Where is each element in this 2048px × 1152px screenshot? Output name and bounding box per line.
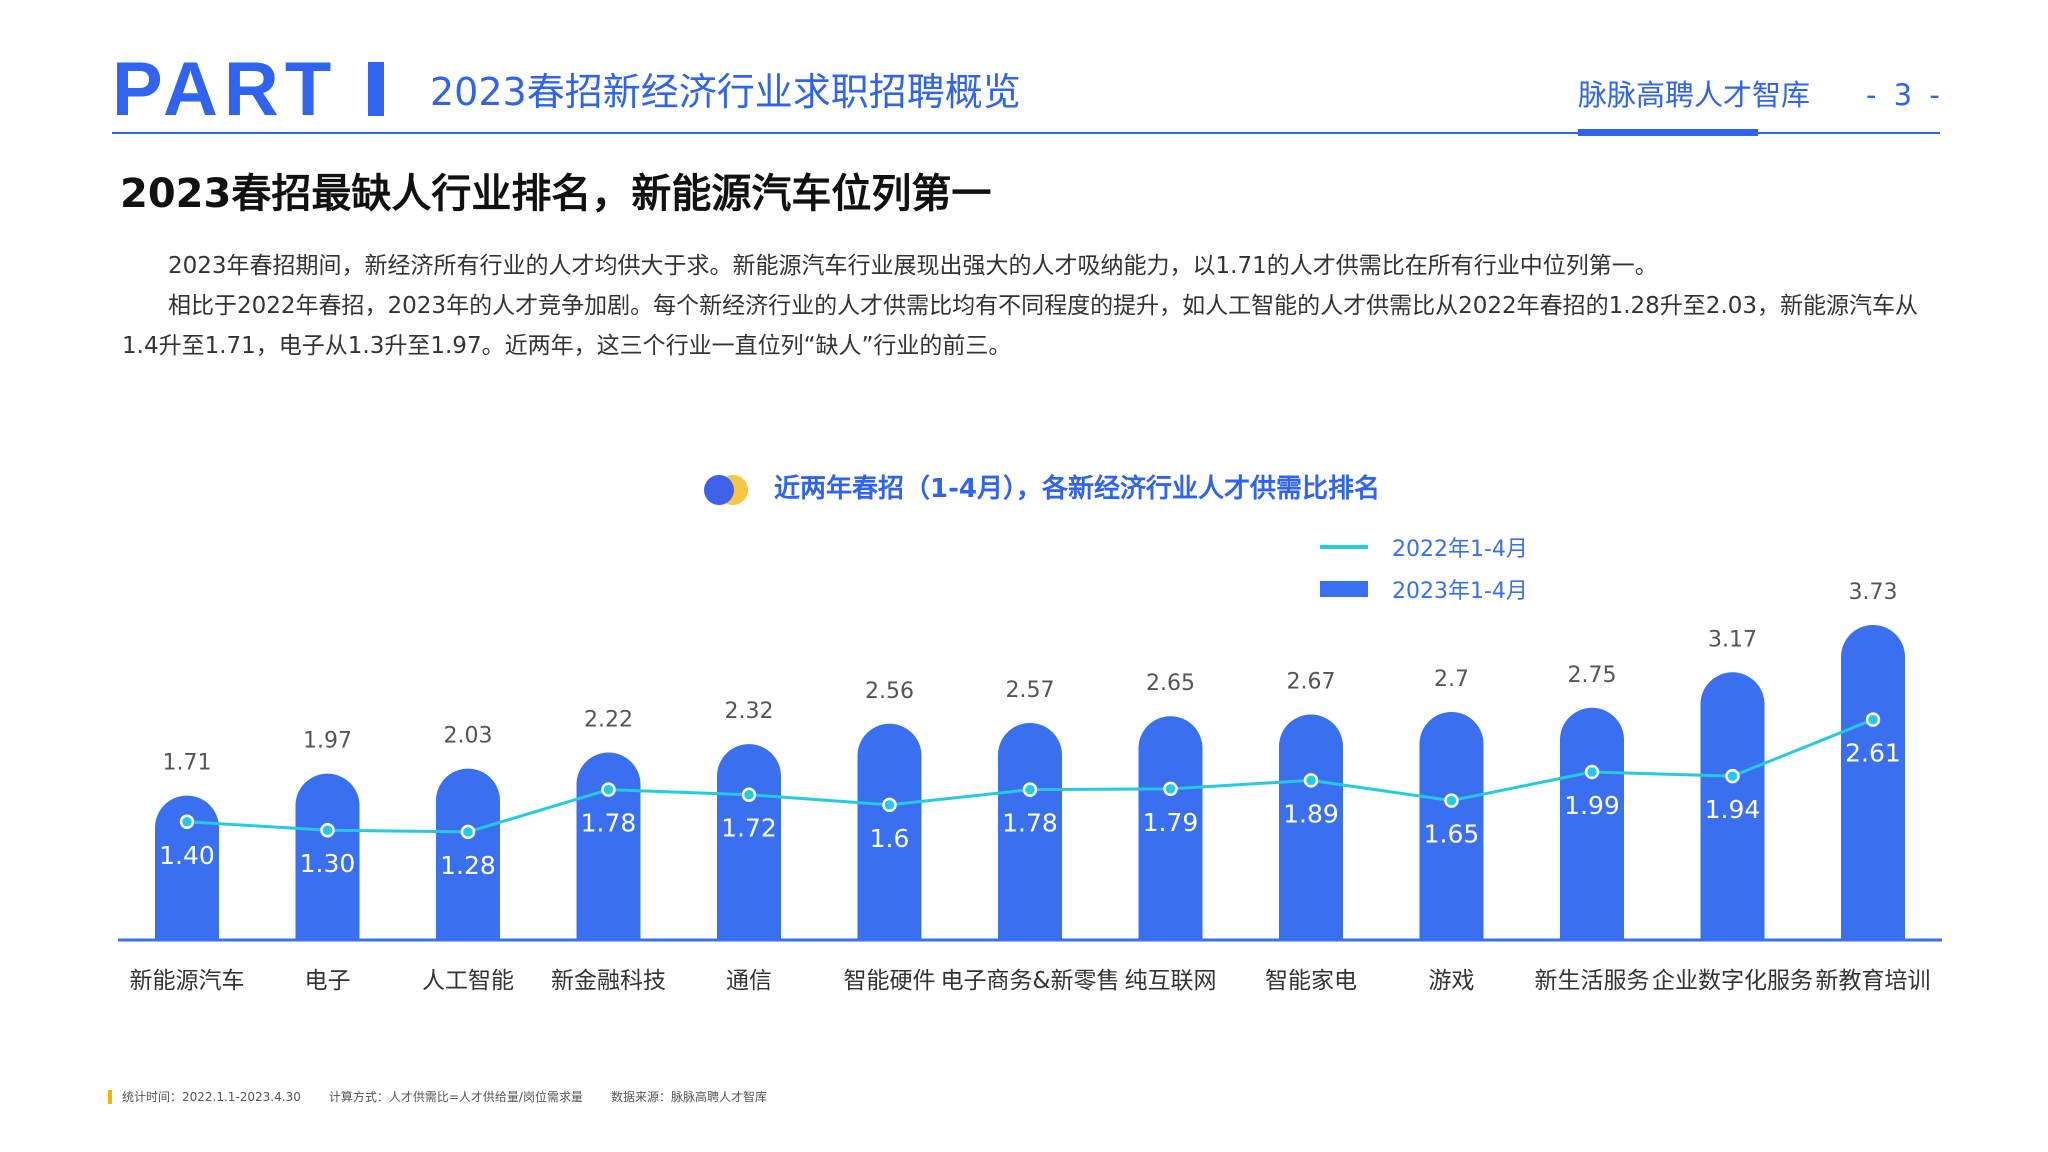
header-divider xyxy=(112,132,1940,134)
bar-2023-10 xyxy=(1560,707,1624,940)
legend-bar-swatch xyxy=(1320,581,1368,597)
line-point-2022-1 xyxy=(320,822,335,838)
footnote-source: 数据来源：脉脉高聘人才智库 xyxy=(610,1090,767,1104)
footnote-method: 计算方式：人才供需比=人才供给量/岗位需求量 xyxy=(328,1090,583,1104)
bar-2023-8 xyxy=(1279,714,1343,940)
bar-value-label-5: 2.56 xyxy=(865,679,914,704)
x-tick-label-3: 新金融科技 xyxy=(551,968,666,994)
line-point-2022-6 xyxy=(1022,782,1038,797)
bar-value-label-10: 2.75 xyxy=(1568,663,1617,688)
section-title: 2023春招新经济行业求职招聘概览 xyxy=(430,70,1021,114)
x-tick-label-8: 智能家电 xyxy=(1265,968,1357,994)
x-tick-label-2: 人工智能 xyxy=(422,968,514,994)
line-value-label-8: 1.89 xyxy=(1283,799,1339,828)
line-point-2022-3 xyxy=(601,782,616,797)
body-text: 2023年春招期间，新经济所有行业的人才均供大于求。新能源汽车行业展现出强大的人… xyxy=(122,246,1952,366)
line-value-label-6: 1.78 xyxy=(1002,809,1058,838)
line-point-2022-9 xyxy=(1444,793,1459,808)
footnote-marker xyxy=(108,1089,112,1104)
bar-value-label-6: 2.57 xyxy=(1006,678,1055,703)
chart-title: 近两年春招（1-4月），各新经济行业人才供需比排名 xyxy=(774,474,1380,504)
page-number: - 3 - xyxy=(1866,78,1944,112)
line-value-label-9: 1.65 xyxy=(1424,820,1480,849)
legend-label-2022: 2022年1-4月 xyxy=(1392,537,1528,562)
bar-value-label-9: 2.7 xyxy=(1434,667,1469,692)
line-value-label-3: 1.78 xyxy=(581,809,637,838)
bar-value-label-8: 2.67 xyxy=(1287,670,1336,695)
line-point-2022-2 xyxy=(460,824,476,840)
line-value-label-12: 2.61 xyxy=(1845,739,1901,768)
line-value-label-7: 1.79 xyxy=(1143,808,1199,837)
x-tick-label-5: 智能硬件 xyxy=(844,968,936,994)
line-point-2022-12 xyxy=(1865,712,1881,727)
legend-item-2022: 2022年1-4月 xyxy=(1320,526,1528,568)
line-value-label-10: 1.99 xyxy=(1564,791,1620,820)
bar-value-label-3: 2.22 xyxy=(584,708,633,733)
bar-2023-12 xyxy=(1841,625,1905,940)
bar-value-label-2: 2.03 xyxy=(444,724,493,749)
body-paragraph-2: 相比于2022年春招，2023年的人才竞争加剧。每个新经济行业的人才供需比均有不… xyxy=(122,293,1919,359)
line-value-label-11: 1.94 xyxy=(1705,795,1761,824)
chart-title-row: 近两年春招（1-4月），各新经济行业人才供需比排名 xyxy=(700,474,1380,505)
bar-2023-9 xyxy=(1419,711,1484,940)
line-point-2022-7 xyxy=(1163,781,1178,797)
bar-value-label-7: 2.65 xyxy=(1146,671,1195,696)
x-tick-label-4: 通信 xyxy=(726,968,772,994)
legend-label-2023: 2023年1-4月 xyxy=(1392,579,1528,604)
page-headline: 2023春招最缺人行业排名，新能源汽车位列第一 xyxy=(120,171,992,217)
line-value-label-2: 1.28 xyxy=(440,851,496,880)
bar-2023-5 xyxy=(857,723,922,940)
footnote-period: 统计时间：2022.1.1-2023.4.30 xyxy=(122,1090,301,1104)
bar-2023-1 xyxy=(295,773,360,940)
bar-value-label-4: 2.32 xyxy=(725,699,774,724)
bar-2023-3 xyxy=(576,752,641,940)
line-value-label-5: 1.6 xyxy=(870,824,910,853)
chart-legend: 2022年1-4月 2023年1-4月 xyxy=(1320,526,1528,610)
bar-2023-11 xyxy=(1700,672,1765,940)
brand-name: 脉脉高聘人才智库 xyxy=(1578,78,1811,112)
x-tick-label-12: 新教育培训 xyxy=(1816,968,1931,994)
chart-title-dots-icon xyxy=(700,474,752,505)
part-numeral-bar xyxy=(368,62,384,116)
footnote: 统计时间：2022.1.1-2023.4.30 计算方式：人才供需比=人才供给量… xyxy=(108,1088,795,1105)
part-label: PART xyxy=(112,47,338,132)
bar-2023-7 xyxy=(1138,716,1203,940)
bar-value-label-0: 1.71 xyxy=(163,751,212,776)
legend-item-2023: 2023年1-4月 xyxy=(1320,568,1528,610)
x-tick-label-11: 企业数字化服务 xyxy=(1652,968,1813,994)
line-point-2022-4 xyxy=(741,787,757,802)
x-tick-label-1: 电子 xyxy=(305,968,351,994)
x-tick-label-10: 新生活服务 xyxy=(1535,968,1650,994)
blue-dot-icon xyxy=(704,474,734,505)
bar-2023-2 xyxy=(436,768,500,940)
legend-line-swatch xyxy=(1320,545,1368,549)
x-tick-label-7: 纯互联网 xyxy=(1125,968,1217,994)
x-tick-label-6: 电子商务&新零售 xyxy=(941,968,1120,994)
line-value-label-0: 1.40 xyxy=(159,841,215,870)
line-point-2022-8 xyxy=(1303,773,1319,788)
bar-value-label-12: 3.73 xyxy=(1849,580,1898,605)
bar-2023-6 xyxy=(998,722,1062,940)
line-point-2022-5 xyxy=(882,797,897,813)
x-tick-label-9: 游戏 xyxy=(1429,968,1475,994)
bar-value-label-11: 3.17 xyxy=(1708,627,1757,652)
line-value-label-4: 1.72 xyxy=(721,814,777,843)
bar-2023-0 xyxy=(155,795,219,940)
line-point-2022-10 xyxy=(1584,764,1600,780)
header-divider-accent xyxy=(1578,129,1758,136)
body-paragraph-1: 2023年春招期间，新经济所有行业的人才均供大于求。新能源汽车行业展现出强大的人… xyxy=(168,253,1658,279)
line-value-label-1: 1.30 xyxy=(300,849,356,878)
line-point-2022-11 xyxy=(1725,768,1740,784)
bar-value-label-1: 1.97 xyxy=(303,729,352,754)
line-point-2022-0 xyxy=(179,814,195,830)
x-tick-label-0: 新能源汽车 xyxy=(130,968,245,994)
